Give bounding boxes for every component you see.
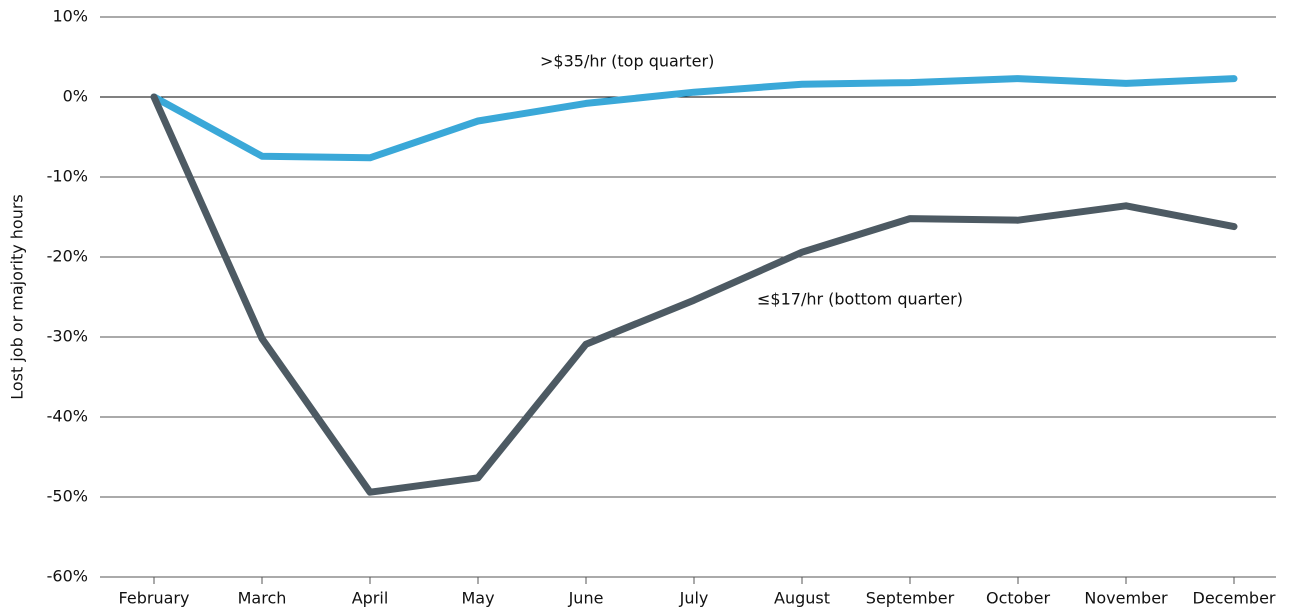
y-tick-label: -60% bbox=[47, 567, 88, 586]
y-tick-label: -40% bbox=[47, 407, 88, 426]
x-tick-label: February bbox=[119, 589, 190, 608]
x-tick-label: November bbox=[1084, 589, 1168, 608]
x-tick-label: March bbox=[238, 589, 287, 608]
x-tick-label: August bbox=[774, 589, 830, 608]
x-tick-label: July bbox=[679, 589, 709, 608]
y-tick-label: -50% bbox=[47, 487, 88, 506]
x-tick-label: October bbox=[986, 589, 1050, 608]
y-axis-label: Lost job or majority hours bbox=[8, 194, 27, 400]
series-annotation: >$35/hr (top quarter) bbox=[540, 52, 714, 71]
series-line bbox=[150, 93, 1238, 496]
y-tick-label: -20% bbox=[47, 247, 88, 266]
y-tick-label: -10% bbox=[47, 167, 88, 186]
x-tick-label: September bbox=[866, 589, 955, 608]
x-tick-label: December bbox=[1193, 589, 1276, 608]
x-tick-label: June bbox=[568, 589, 604, 608]
y-tick-label: -30% bbox=[47, 327, 88, 346]
x-tick-label: May bbox=[461, 589, 494, 608]
series-line bbox=[150, 75, 1238, 162]
series-annotation: ≤$17/hr (bottom quarter) bbox=[757, 290, 963, 309]
x-tick-label: April bbox=[352, 589, 389, 608]
y-tick-label: 0% bbox=[63, 87, 88, 106]
y-tick-label: 10% bbox=[52, 7, 88, 26]
